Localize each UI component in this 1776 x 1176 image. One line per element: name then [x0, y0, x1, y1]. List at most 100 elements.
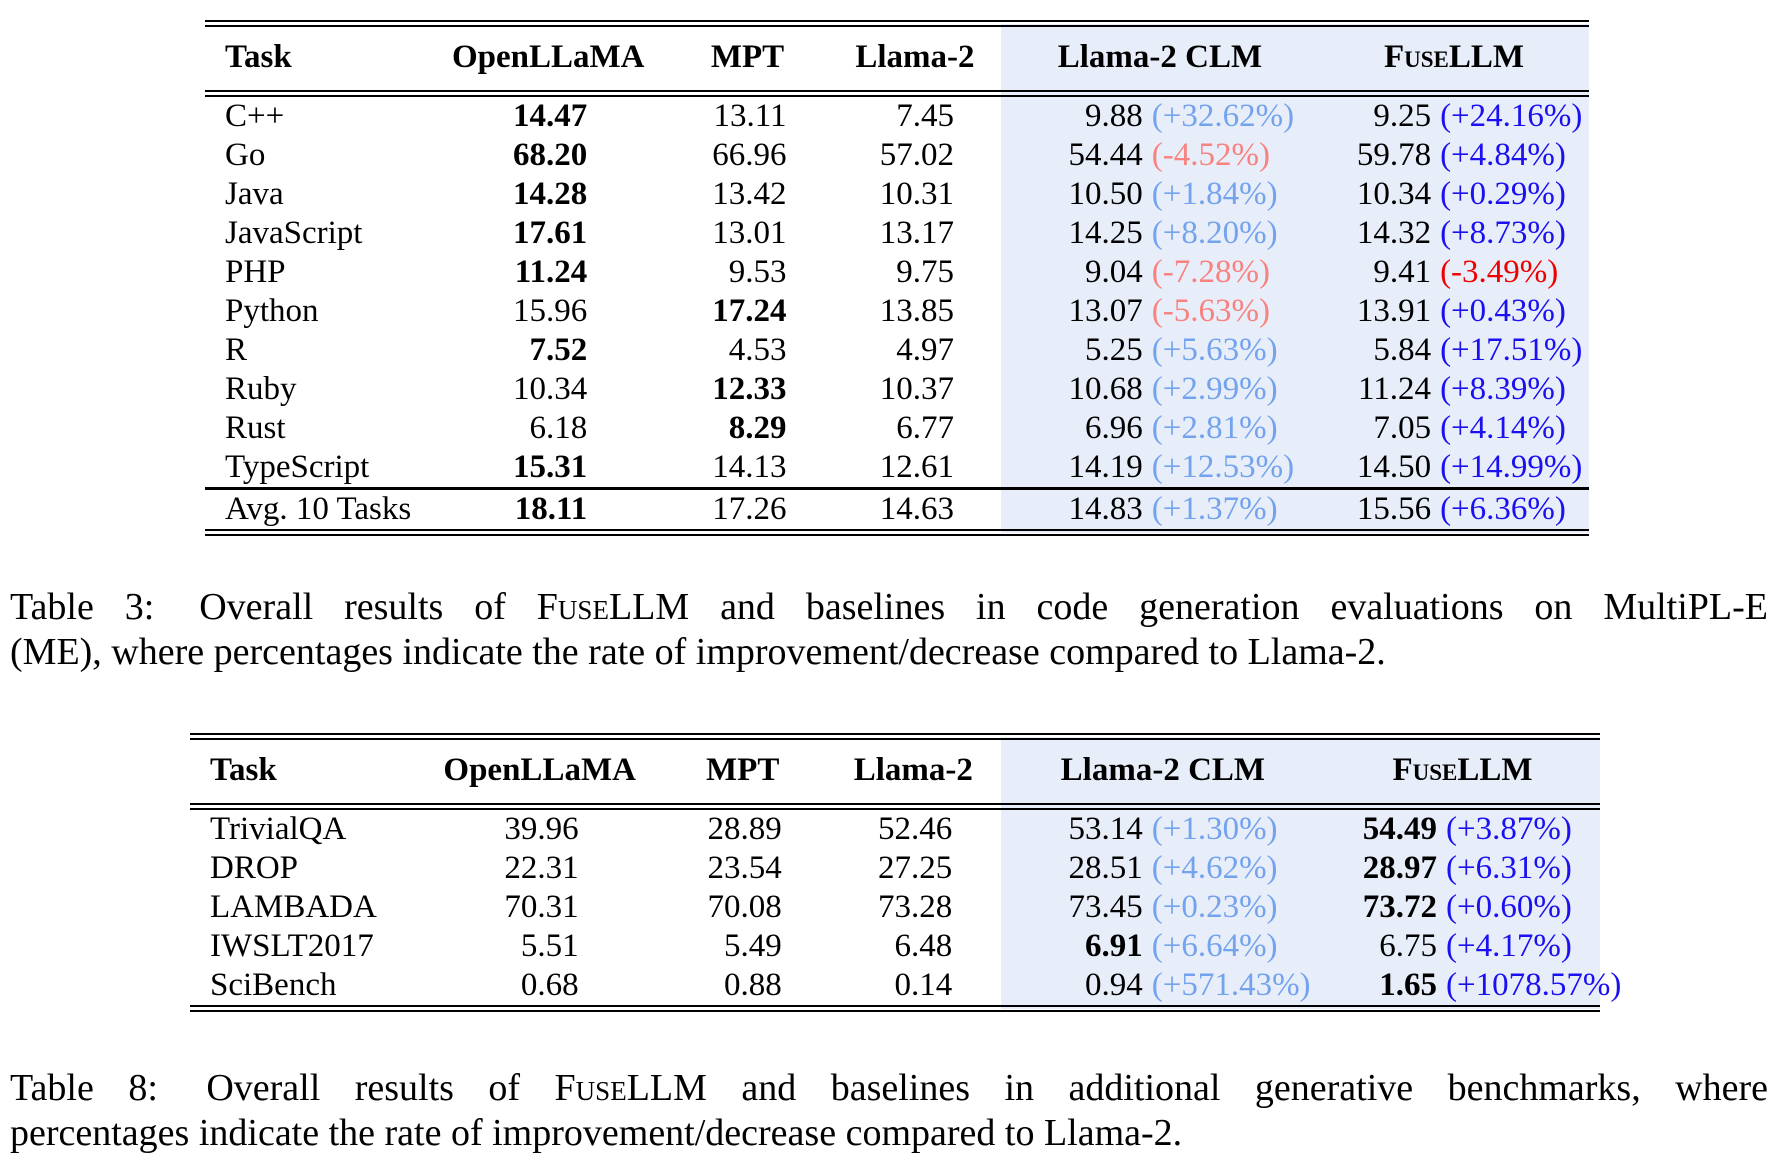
fusellm-wordmark: FuseLLM: [1392, 752, 1533, 788]
pct-change: (+8.73%): [1440, 215, 1566, 251]
table-row: Go 68.20 66.96 57.02 54.44 (-4.52%) 59.78 (+4.8…: [205, 136, 1589, 175]
metric-value: 11.24: [1358, 371, 1432, 407]
metric-value: 9.41: [1373, 254, 1432, 290]
table-cell: 57.02: [829, 136, 1001, 175]
metric-value: 27.25: [878, 850, 953, 886]
metric-value: 23.54: [707, 850, 782, 886]
metric-value: 66.96: [712, 137, 787, 173]
metric-value: 73.28: [878, 889, 953, 925]
table-row: DROP 22.31 23.54 27.25 28.51 (+4.62%) 28.97 (+6…: [190, 849, 1600, 888]
metric-value: 18.11: [514, 491, 588, 527]
pct-change: (+4.14%): [1440, 410, 1566, 446]
caption-text: Overall results of: [168, 586, 537, 628]
table-row: R 7.52 4.53 4.97 5.25 (+5.63%) 5.84 (+17.51%): [205, 331, 1589, 370]
table-cell: 10.31: [829, 175, 1001, 214]
header-row: Task OpenLLaMA MPT Llama-2 Llama-2 CLM FuseLL…: [190, 736, 1600, 810]
table-cell: 14.25 (+8.20%): [1000, 214, 1320, 253]
table-cell: 12.61: [829, 448, 1001, 489]
task-label: JavaScript: [225, 215, 363, 251]
column-header: Task: [205, 23, 431, 97]
column-header: Llama-2: [829, 23, 1001, 97]
pct-change: (+4.17%): [1446, 928, 1572, 964]
table-cell: 13.11: [666, 94, 829, 137]
metric-value: 57.02: [879, 137, 954, 173]
table-cell: 14.13: [666, 448, 829, 489]
metric-value: 7.45: [896, 98, 954, 134]
metric-value: 15.56: [1356, 491, 1432, 527]
table-cell: 27.25: [826, 849, 1001, 888]
table-row: Ruby 10.34 12.33 10.37 10.68 (+2.99%) 11.24 (+8…: [205, 370, 1589, 409]
task-label: R: [225, 332, 248, 368]
table-cell: 17.61: [431, 214, 666, 253]
task-label: LAMBADA: [210, 889, 377, 925]
table-cell: 14.63: [829, 487, 1001, 533]
table-cell: 11.24 (+8.39%): [1319, 370, 1589, 409]
average-row: Avg. 10 Tasks 18.11 17.26 14.63 14.83 (+1.37%…: [205, 487, 1589, 533]
pct-change: (+1.37%): [1151, 491, 1278, 527]
metric-value: 14.19: [1068, 449, 1143, 485]
table-cell: 7.45: [829, 94, 1001, 137]
metric-value: 9.04: [1085, 254, 1143, 290]
pct-change: (+6.64%): [1151, 928, 1278, 964]
pct-change: (+1.84%): [1151, 176, 1278, 212]
metric-value: 14.47: [512, 98, 588, 134]
metric-value: 14.32: [1356, 215, 1432, 251]
table-cell: 14.19 (+12.53%): [1000, 448, 1320, 489]
metric-value: 9.25: [1373, 98, 1432, 134]
metric-value: 17.26: [712, 491, 787, 527]
metric-value: 15.96: [512, 293, 588, 329]
pct-change: (+24.16%): [1440, 98, 1583, 134]
metric-value: 7.05: [1373, 410, 1432, 446]
table-cell: 28.51 (+4.62%): [1000, 849, 1326, 888]
column-header: Llama-2 CLM: [1000, 23, 1320, 97]
task-label: C++: [225, 98, 285, 134]
pct-change: (+0.60%): [1446, 889, 1572, 925]
table-header-row: Task OpenLLaMA MPT Llama-2 Llama-2 CLM FuseLL…: [205, 23, 1589, 97]
table-row: Java 14.28 13.42 10.31 10.50 (+1.84%) 10.34 (+0…: [205, 175, 1589, 214]
table-cell: 39.96: [420, 807, 660, 850]
table-cell: 66.96: [666, 136, 829, 175]
table-cell: 0.94 (+571.43%): [1000, 966, 1326, 1009]
table-cell: 59.78 (+4.84%): [1319, 136, 1589, 175]
pct-change: (+14.99%): [1440, 449, 1583, 485]
table-row: Python 15.96 17.24 13.85 13.07 (-5.63%) 13.91(…: [205, 292, 1589, 331]
task-label: Avg. 10 Tasks: [205, 487, 431, 533]
table-cell: 7.05 (+4.14%): [1319, 409, 1589, 448]
metric-value: 9.88: [1085, 98, 1143, 134]
table-cell: 68.20: [431, 136, 666, 175]
metric-value: 13.85: [879, 293, 954, 329]
table-cell: 9.88 (+32.62%): [1000, 93, 1320, 136]
metric-value: 10.34: [512, 371, 588, 407]
pct-change: (+1.30%): [1151, 811, 1278, 847]
table-row: C++ 14.47 13.11 7.45 9.88 (+32.62%) 9.25 (+24.1…: [205, 93, 1589, 137]
metric-value: 14.13: [712, 449, 787, 485]
table-cell: 7.52: [431, 331, 666, 370]
metric-value: 28.51: [1068, 850, 1143, 886]
table-cell: 4.53: [666, 331, 829, 370]
table-cell: 70.08: [660, 888, 826, 927]
table-row: IWSLT2017 5.51 5.49 6.48 6.91 (+6.64%) 6.75 (+4…: [190, 927, 1600, 966]
table-cell: 8.29: [666, 409, 829, 448]
table-cell: 9.04 (-7.28%): [1000, 253, 1320, 292]
table-row: SciBench 0.68 0.88 0.14 0.94 (+571.43%) 1.65 (+…: [190, 966, 1621, 1009]
table-cell: 18.11: [430, 487, 666, 533]
caption-line: (ME), where percentages indicate the rat…: [10, 631, 1386, 673]
table-cell: 9.53: [666, 253, 829, 292]
column-header: OpenLLaMA: [430, 23, 666, 97]
table-row: JavaScript 17.61 13.01 13.17 14.25 (+8.20%) 14…: [205, 214, 1589, 253]
table-row: TrivialQA 39.96 28.89 52.46 53.14 (+1.30%) 54.…: [190, 806, 1600, 850]
table-cell: 13.01: [666, 214, 829, 253]
table-cell: 14.83 (+1.37%): [1000, 487, 1320, 533]
table-cell: 0.88: [660, 966, 826, 1009]
table-cell: 22.31: [420, 849, 660, 888]
column-header: MPT: [659, 736, 826, 810]
metric-value: 1.65: [1379, 967, 1438, 1003]
metric-value: 28.89: [707, 811, 782, 847]
table-cell: 1.65 (+1078.57%): [1325, 966, 1621, 1009]
caption-line: Table 8: Overall results of FuseLLM and …: [10, 1066, 1768, 1111]
table-cell: 17.24: [666, 292, 829, 331]
caption-label: Table 3:: [10, 586, 155, 628]
metric-value: 5.25: [1085, 332, 1143, 368]
pct-change: (+2.99%): [1151, 371, 1278, 407]
metric-value: 6.96: [1085, 410, 1143, 446]
